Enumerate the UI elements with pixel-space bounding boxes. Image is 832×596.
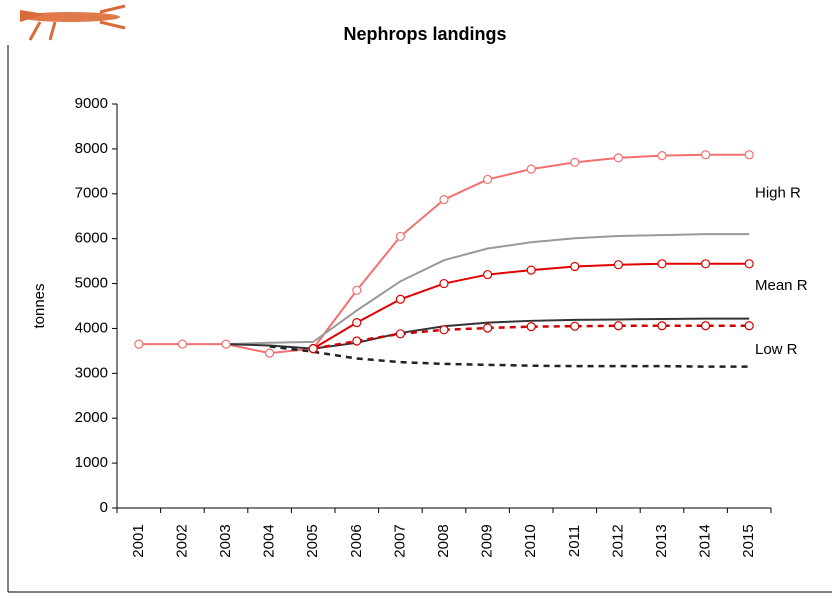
data-point [177,339,187,349]
data-point [439,278,449,289]
y-tick-label: 3000 [75,364,108,381]
data-point [395,329,405,339]
data-point [657,151,667,161]
x-tick-label: 2014 [697,524,714,557]
data-point [221,339,231,349]
data-point [352,336,362,346]
data-point [657,259,667,269]
data-point [134,339,144,349]
y-tick-label: 2000 [75,409,108,426]
series-line [225,317,750,350]
x-tick-label: 2002 [173,524,190,557]
series-line [312,324,750,350]
y-tick-label: 6000 [75,230,108,247]
y-tick-label: 7000 [75,185,108,202]
data-point [439,195,449,205]
x-tick-label: 2009 [479,524,496,557]
series-line [269,345,750,368]
x-tick-label: 2005 [304,524,321,557]
x-tick-label: 2012 [609,524,626,557]
y-tick-label: 9000 [75,95,108,112]
data-point [700,259,711,269]
data-point [570,157,580,167]
data-point [526,265,536,275]
data-point [483,323,493,333]
data-point [526,322,536,332]
data-point [526,164,536,174]
y-axis-label: tonnes [31,283,48,328]
data-point [613,321,624,331]
x-tick-label: 2004 [261,524,278,557]
data-point [570,261,580,272]
chart-title: Nephrops landings [343,24,506,44]
data-point [657,321,667,331]
data-point [700,321,711,331]
data-point [744,259,754,269]
x-tick-label: 2011 [566,525,583,557]
x-tick-label: 2001 [130,524,147,557]
data-point [308,344,318,354]
y-tick-label: 4000 [75,319,108,336]
series-line [225,233,750,346]
data-point [265,348,275,358]
x-tick-label: 2013 [653,524,670,557]
series-annotation: Low R [755,341,798,358]
y-tick-label: 8000 [75,140,108,157]
x-tick-label: 2008 [435,524,452,557]
data-point [352,285,362,295]
x-tick-label: 2006 [348,524,365,557]
series-line [138,153,750,355]
data-point [439,325,449,335]
y-tick-label: 0 [100,499,108,516]
data-point [395,294,405,304]
data-point [395,231,405,242]
y-tick-label: 5000 [75,275,108,292]
series-line [312,262,750,350]
y-tick-label: 1000 [75,454,108,471]
lobster-icon [20,4,126,41]
data-point [570,321,580,331]
data-point [613,260,624,270]
x-tick-label: 2007 [391,524,408,557]
series-annotation: High R [755,185,801,202]
x-tick-label: 2015 [740,524,757,557]
data-point [483,269,493,280]
x-tick-label: 2010 [522,524,539,557]
x-tick-label: 2003 [217,524,234,557]
data-point [744,321,754,331]
data-point [483,174,493,185]
data-point [744,150,754,160]
data-point [352,318,362,328]
series-annotation: Mean R [755,277,808,294]
data-point [700,150,711,160]
data-point [613,153,624,163]
